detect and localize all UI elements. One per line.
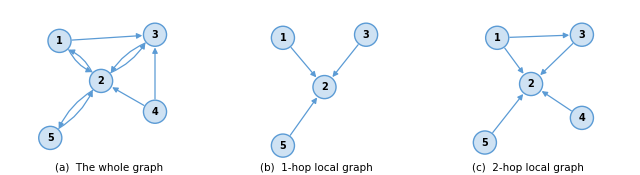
Circle shape xyxy=(39,126,62,149)
FancyArrowPatch shape xyxy=(493,95,522,132)
Circle shape xyxy=(271,26,294,49)
Circle shape xyxy=(570,23,593,46)
FancyArrowPatch shape xyxy=(68,50,91,72)
Circle shape xyxy=(143,100,166,123)
FancyArrowPatch shape xyxy=(59,90,93,127)
FancyArrowPatch shape xyxy=(72,34,141,40)
Text: 1: 1 xyxy=(494,33,500,43)
FancyArrowPatch shape xyxy=(59,92,92,128)
FancyArrowPatch shape xyxy=(333,45,358,76)
FancyArrowPatch shape xyxy=(153,49,157,99)
Circle shape xyxy=(48,29,71,52)
Text: (c)  2-hop local graph: (c) 2-hop local graph xyxy=(472,163,584,173)
Circle shape xyxy=(520,72,543,96)
Text: 1: 1 xyxy=(280,33,286,43)
Text: 2: 2 xyxy=(321,82,328,92)
Text: 5: 5 xyxy=(481,138,488,148)
FancyArrowPatch shape xyxy=(291,99,316,135)
FancyArrowPatch shape xyxy=(541,44,573,74)
FancyArrowPatch shape xyxy=(510,33,568,38)
Circle shape xyxy=(313,76,336,99)
Circle shape xyxy=(570,106,593,130)
Circle shape xyxy=(271,134,294,157)
Text: 2: 2 xyxy=(528,79,534,89)
Text: (a)  The whole graph: (a) The whole graph xyxy=(55,163,163,173)
Text: 3: 3 xyxy=(152,30,158,40)
Text: 5: 5 xyxy=(280,141,286,151)
FancyArrowPatch shape xyxy=(291,47,316,76)
Circle shape xyxy=(143,23,166,46)
Text: 4: 4 xyxy=(152,107,158,117)
FancyArrowPatch shape xyxy=(113,88,144,105)
Text: 3: 3 xyxy=(363,30,369,40)
FancyArrowPatch shape xyxy=(505,48,523,73)
FancyArrowPatch shape xyxy=(111,43,145,71)
FancyArrowPatch shape xyxy=(111,44,145,73)
Circle shape xyxy=(90,69,113,92)
Circle shape xyxy=(486,26,509,49)
FancyArrowPatch shape xyxy=(70,50,92,72)
Text: (b)  1-hop local graph: (b) 1-hop local graph xyxy=(260,163,373,173)
Text: 5: 5 xyxy=(47,133,54,143)
FancyArrowPatch shape xyxy=(543,92,572,111)
Text: 3: 3 xyxy=(579,30,585,40)
Text: 2: 2 xyxy=(98,76,104,86)
Text: 4: 4 xyxy=(579,113,585,123)
Circle shape xyxy=(355,23,378,46)
Text: 1: 1 xyxy=(56,36,63,46)
Circle shape xyxy=(474,131,497,154)
